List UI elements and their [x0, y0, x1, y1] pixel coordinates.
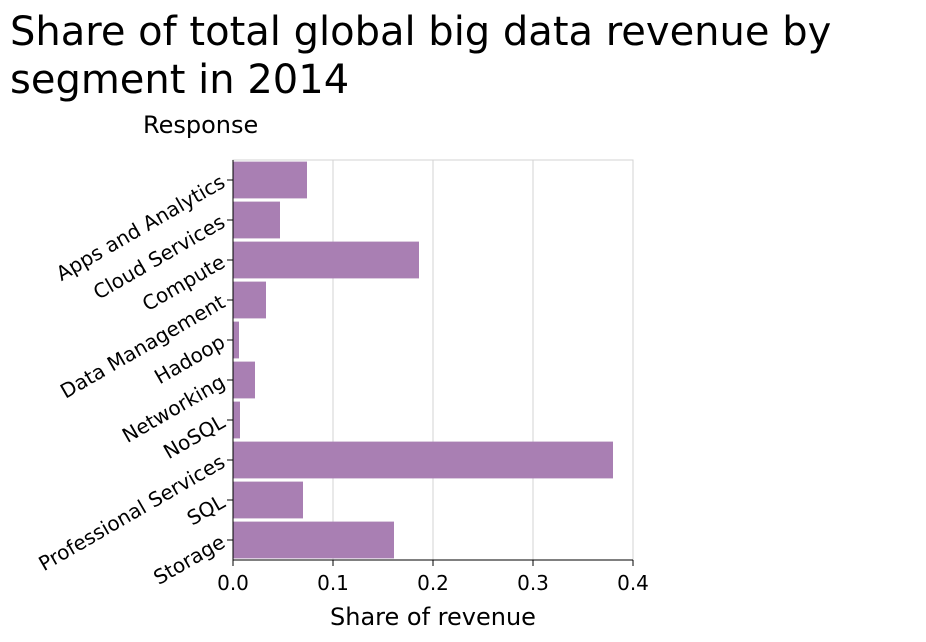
- x-tick-label: 0.2: [417, 571, 449, 595]
- chart-title: Share of total global big data revenue b…: [10, 9, 832, 103]
- y-axis-label: Response: [143, 111, 258, 139]
- bar: [233, 321, 239, 359]
- bar: [233, 401, 240, 439]
- x-axis-label: Share of revenue: [330, 603, 536, 631]
- bar: [233, 201, 280, 239]
- x-tick-label: 0.4: [617, 571, 649, 595]
- y-tick-label: SQL: [183, 489, 230, 530]
- x-tick-label: 0.1: [317, 571, 349, 595]
- x-tick-label: 0.0: [217, 571, 249, 595]
- x-tick-label: 0.3: [517, 571, 549, 595]
- bar: [233, 361, 255, 399]
- bar: [233, 281, 266, 319]
- x-tick-labels: 0.0 0.1 0.2 0.3 0.4: [217, 559, 649, 595]
- bar: [233, 521, 394, 559]
- bar: [233, 481, 303, 519]
- bar: [233, 161, 307, 199]
- bars: [233, 161, 613, 559]
- bar: [233, 441, 613, 479]
- bar: [233, 241, 419, 279]
